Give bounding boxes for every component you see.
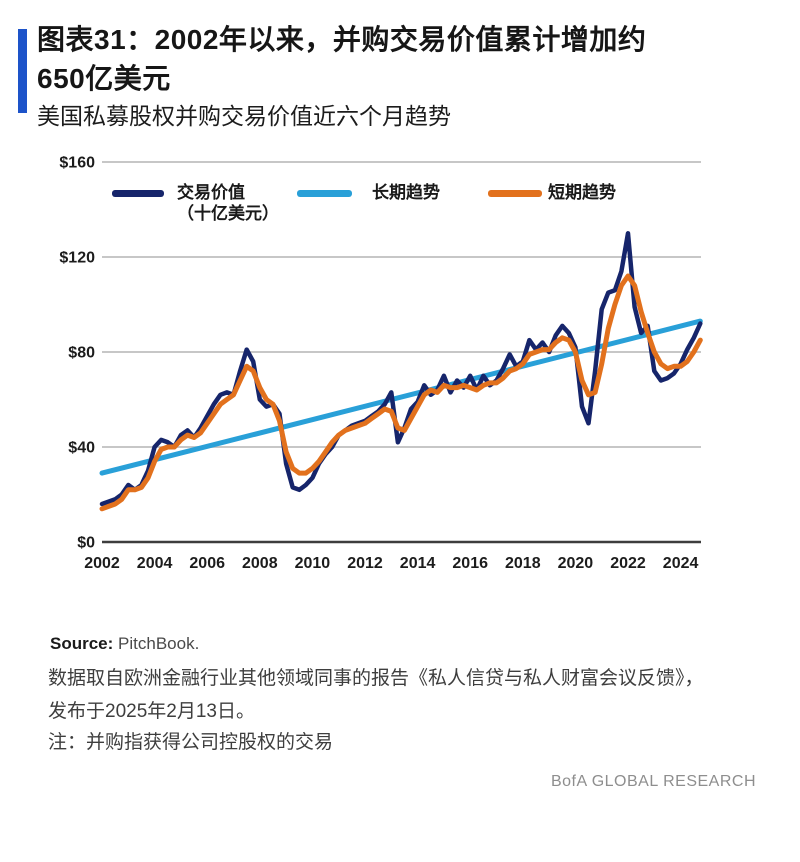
x-tick-label: 2002 bbox=[84, 555, 120, 572]
chart-area: $160 $120 $80 $40 $0 2002 2004 2006 2008 2010 2012… bbox=[0, 140, 800, 585]
x-tick-label: 2010 bbox=[295, 555, 331, 572]
deal-value-line bbox=[99, 231, 703, 507]
y-tick-label: $80 bbox=[68, 345, 95, 362]
source-line: Source: PitchBook. bbox=[50, 634, 199, 654]
y-tick-label: $0 bbox=[77, 535, 95, 552]
chart-legend: 交易价值 （十亿美元） 长期趋势 短期趋势 bbox=[0, 182, 800, 242]
x-tick-label: 2020 bbox=[558, 555, 594, 572]
chart-canvas: $160 $120 $80 $40 $0 2002 2004 2006 2008 2010 2012… bbox=[59, 155, 703, 572]
short-term-trend-legend-label: 短期趋势 bbox=[548, 183, 616, 202]
title-accent-bar bbox=[18, 29, 27, 113]
figure-title-line1: 图表31：2002年以来，并购交易价值累计增加约 bbox=[37, 24, 647, 55]
footnote-line-2: 发布于2025年2月13日。 bbox=[48, 701, 255, 722]
x-tick-label: 2012 bbox=[347, 555, 383, 572]
long-term-trend-line bbox=[99, 318, 703, 476]
figure-title: 图表31：2002年以来，并购交易价值累计增加约 650亿美元 bbox=[37, 20, 777, 98]
figure-title-line2: 650亿美元 bbox=[37, 63, 171, 94]
x-tick-label: 2022 bbox=[610, 555, 646, 572]
deal-value-legend-line1: 交易价值 bbox=[177, 183, 245, 202]
y-tick-label: $40 bbox=[68, 440, 95, 457]
x-tick-label: 2016 bbox=[452, 555, 488, 572]
short-term-trend-line bbox=[99, 273, 703, 512]
bofa-global-research-brand: BofA GLOBAL RESEARCH bbox=[550, 773, 756, 790]
footnote-line-1: 数据取自欧洲金融行业其他领域同事的报告《私人信贷与私人财富会议反馈》， bbox=[48, 668, 704, 689]
deal-value-legend-label: 交易价值 （十亿美元） bbox=[177, 182, 279, 224]
source-value: PitchBook. bbox=[118, 634, 200, 653]
x-tick-label: 2008 bbox=[242, 555, 278, 572]
source-word: Source: bbox=[50, 634, 114, 653]
deal-value-swatch bbox=[112, 190, 164, 197]
long-term-trend-legend-label: 长期趋势 bbox=[372, 183, 440, 202]
short-term-trend-swatch bbox=[488, 190, 542, 197]
x-tick-label: 2024 bbox=[663, 555, 699, 572]
y-tick-label: $120 bbox=[59, 250, 95, 267]
footnote-line-3: 注：并购指获得公司控股权的交易 bbox=[48, 732, 334, 753]
x-tick-label: 2018 bbox=[505, 555, 541, 572]
deal-value-legend-line2: （十亿美元） bbox=[177, 204, 279, 223]
x-tick-label: 2006 bbox=[189, 555, 225, 572]
long-term-trend-swatch bbox=[297, 190, 352, 197]
x-tick-label: 2004 bbox=[137, 555, 173, 572]
y-tick-label: $160 bbox=[59, 155, 95, 172]
x-tick-label: 2014 bbox=[400, 555, 436, 572]
chart-subtitle: 美国私募股权并购交易价值近六个月趋势 bbox=[37, 103, 451, 129]
